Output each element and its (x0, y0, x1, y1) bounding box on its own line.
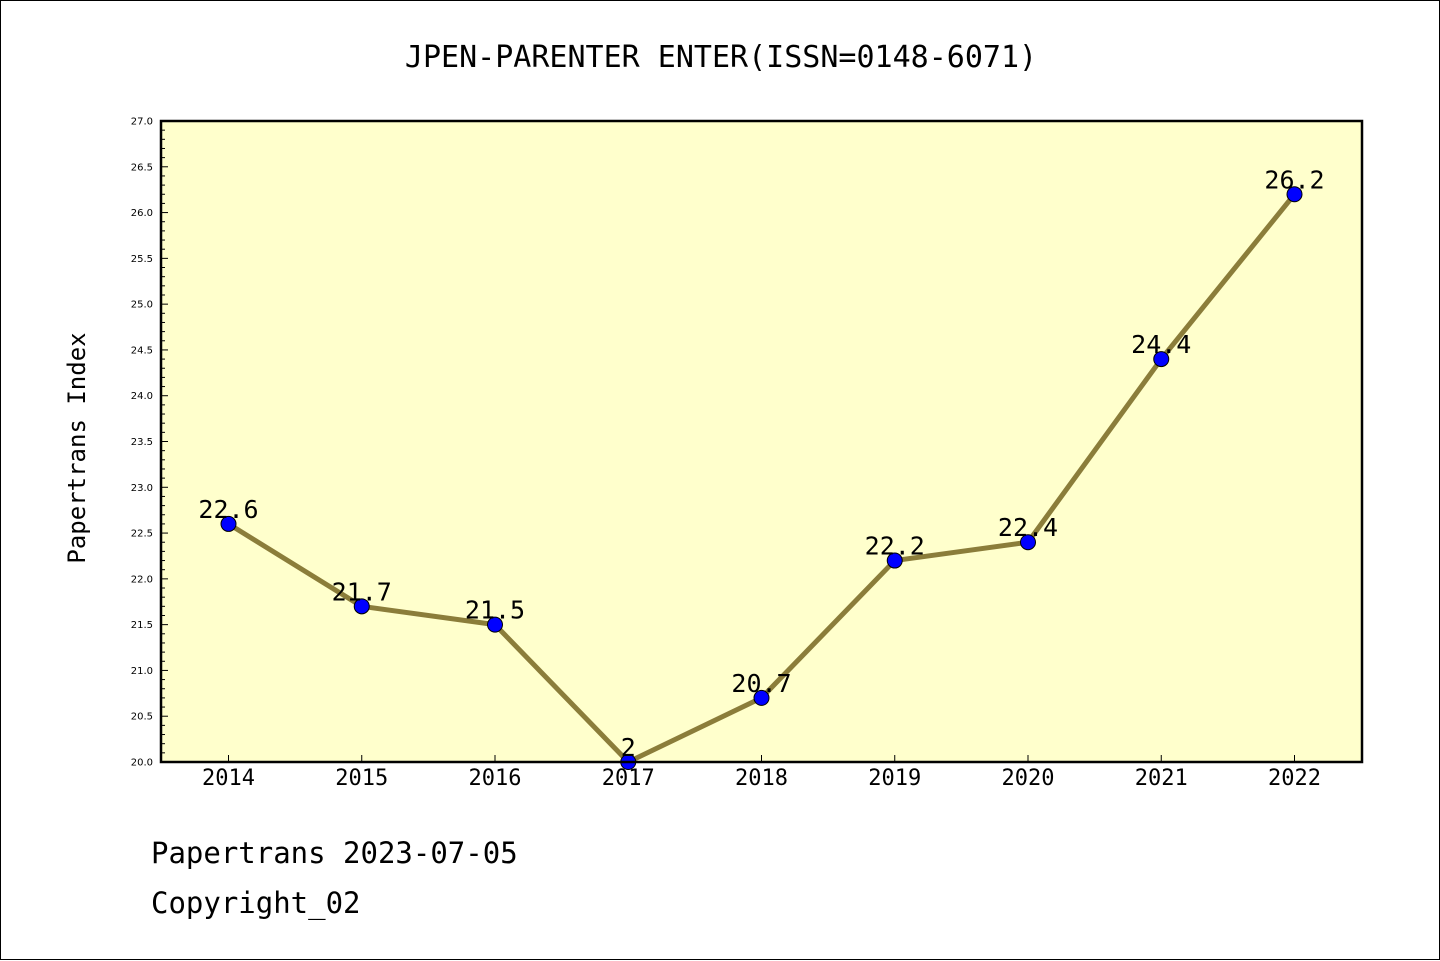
y-tick-label: 22.5 (131, 529, 153, 540)
data-point (1153, 351, 1170, 368)
y-tick-label: 26.5 (131, 162, 153, 173)
y-axis: 20.0 20.5 21.0 21.5 22.0 22.5 23.0 23.5 24.0 24.5… (131, 117, 168, 769)
y-tick-label: 21.0 (131, 666, 153, 677)
footer-date-text: Papertrans 2023-07-05 (151, 836, 518, 870)
y-tick-label: 21.5 (131, 620, 153, 631)
data-label: 24.4 (1131, 330, 1191, 359)
y-tick-label: 25.0 (131, 300, 153, 311)
data-label: 21.5 (465, 596, 525, 625)
y-tick-label: 20.5 (131, 712, 153, 723)
data-point (753, 689, 770, 706)
x-tick-label: 2014 (202, 766, 255, 791)
data-point (886, 552, 903, 569)
chart-title: JPEN-PARENTER ENTER(ISSN=0148-6071) (405, 40, 1037, 75)
data-label: 2 (621, 733, 636, 762)
y-tick-label: 20.0 (131, 758, 153, 769)
plot-area (161, 121, 1362, 762)
footer-copyright-text: Copyright_02 (151, 886, 361, 920)
data-label: 22.4 (998, 513, 1058, 542)
data-point (1020, 534, 1036, 551)
data-point (353, 598, 370, 615)
x-tick-label: 2018 (735, 766, 788, 791)
plot-border (159, 119, 1364, 764)
data-label: 20.7 (731, 669, 791, 698)
y-tick-label: 26.0 (131, 208, 153, 219)
y-tick-label: 27.0 (131, 117, 153, 128)
data-label: 26.2 (1264, 165, 1324, 194)
x-tick-label: 2021 (1135, 766, 1188, 791)
x-axis: 2014 2015 2016 2017 2018 2019 2020 2021 2022 (202, 755, 1321, 791)
y-axis-label: Papertrans Index (63, 332, 91, 563)
data-label: 21.7 (332, 577, 392, 606)
data-label: 22.6 (198, 495, 258, 524)
x-tick-label: 2016 (469, 766, 522, 791)
x-tick-label: 2022 (1268, 766, 1321, 791)
series-line-group: 22.6 21.7 21.5 2 20.7 22.2 22.4 24.4 26.2 (198, 165, 1325, 770)
y-tick-label: 24.5 (131, 345, 153, 356)
y-tick-label: 25.5 (131, 254, 153, 265)
data-point (1286, 186, 1303, 203)
y-tick-label: 22.0 (131, 574, 153, 585)
data-label: 22.2 (865, 532, 925, 561)
data-point (487, 616, 503, 633)
y-tick-label: 23.0 (131, 483, 153, 494)
x-tick-label: 2017 (602, 766, 655, 791)
data-point (220, 515, 237, 532)
x-tick-label: 2019 (868, 766, 921, 791)
x-tick-label: 2015 (335, 766, 388, 791)
y-tick-label: 24.0 (131, 391, 153, 402)
x-tick-label: 2020 (1002, 766, 1055, 791)
y-tick-label: 23.5 (131, 437, 153, 448)
